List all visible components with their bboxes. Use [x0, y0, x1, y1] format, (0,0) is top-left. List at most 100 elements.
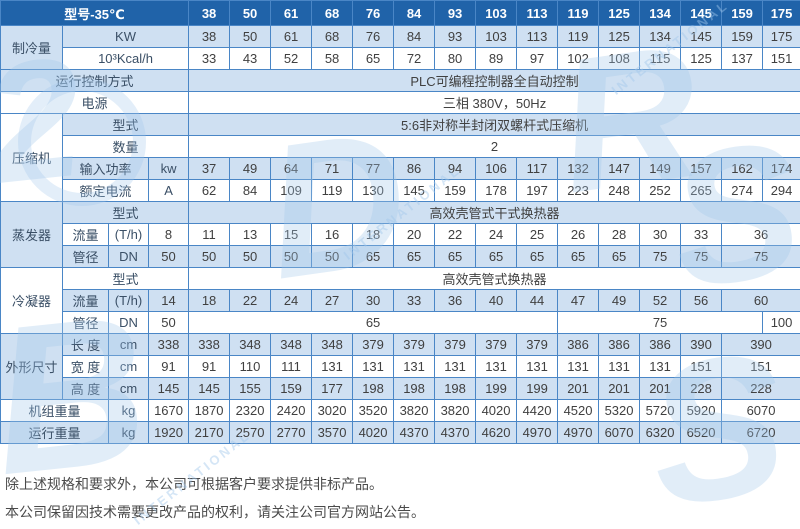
cell: 4020: [475, 399, 518, 422]
row-label-evaporator: 蒸发器: [0, 201, 63, 268]
row-label-condenser-flow: 流量: [62, 289, 109, 312]
cell: 38: [188, 0, 231, 26]
unit-cm-height: cm: [108, 377, 149, 400]
cell: 8: [147, 223, 190, 246]
cell: 131: [393, 355, 436, 378]
cell: 6070: [598, 421, 641, 444]
row-evaporator-pipe: 管径 DN 50 50 50 50 50 65 65 65 65 65 65 65 75 75 75: [1, 245, 800, 268]
cell: 68: [311, 25, 354, 48]
cell: 38: [188, 25, 231, 48]
cell: 91: [147, 355, 190, 378]
unit-kg-1: kg: [108, 399, 149, 422]
model-header-row: 型号-35℃ 38 50 61 68 76 84 93 103 113 119 125 134 145 1…: [0, 0, 800, 26]
cell: 65: [475, 245, 518, 268]
cell: 145: [188, 377, 231, 400]
row-label-evaporator-pipe: 管径: [62, 245, 109, 268]
cell: 134: [639, 0, 682, 26]
row-label-cooling-kcal: 10³Kcal/h: [61, 47, 190, 70]
cell: 379: [475, 333, 518, 356]
row-label-evaporator-type: 型式: [61, 201, 190, 224]
row-label-condenser: 冷凝器: [0, 267, 63, 334]
cell: 151: [762, 47, 800, 70]
cell: 119: [557, 25, 600, 48]
row-dim-height: 高 度 cm 145 145 155 159 177 198 198 198 199 199 201…: [1, 377, 800, 400]
cell: 50: [147, 245, 190, 268]
cell: 390: [680, 333, 723, 356]
cell: 102: [557, 47, 600, 70]
cell: 113: [516, 25, 559, 48]
row-label-dimensions: 外形尺寸: [0, 333, 63, 400]
row-condenser-flow: 流量 (T/h) 14 18 22 24 27 30 33 36 40 44 47 49 52 56 60: [1, 289, 800, 312]
cell: 50: [188, 245, 231, 268]
cell: 68: [311, 0, 354, 26]
cell: 61: [270, 25, 313, 48]
cell: 198: [434, 377, 477, 400]
row-condenser-pipe: 管径 DN 50 65 75 100: [1, 311, 800, 334]
cell: 84: [393, 0, 436, 26]
cell: 64: [270, 157, 313, 180]
table-title: 型号-35℃: [0, 0, 190, 26]
cell: 223: [557, 179, 600, 202]
cell: 103: [475, 0, 518, 26]
cell: 131: [639, 355, 682, 378]
cell: 3820: [434, 399, 477, 422]
row-dim-width: 宽 度 cm 91 91 110 111 131 131 131 131 131 131 131 13…: [1, 355, 800, 378]
cell: 25: [516, 223, 559, 246]
cell: 75: [680, 245, 723, 268]
cell: 33: [393, 289, 436, 312]
cell: 65: [352, 47, 395, 70]
row-compressor-qty: 数量 2: [1, 135, 800, 158]
cell: 348: [229, 333, 272, 356]
cell: 43: [229, 47, 272, 70]
cell: 178: [475, 179, 518, 202]
cell: 91: [188, 355, 231, 378]
cell: 3820: [393, 399, 436, 422]
cell: 5920: [680, 399, 723, 422]
cell: 50: [311, 245, 354, 268]
cell: 84: [229, 179, 272, 202]
cell: 115: [639, 47, 682, 70]
cell: 11: [188, 223, 231, 246]
footer-note-1: 除上述规格和要求外，本公司可根据客户要求提供非标产品。: [5, 476, 383, 492]
cell: 131: [311, 355, 354, 378]
cell: 4620: [475, 421, 518, 444]
cell: 201: [557, 377, 600, 400]
cell: 86: [393, 157, 436, 180]
cell: 3520: [352, 399, 395, 422]
row-compressor-input: 输入功率 kw 37 49 64 71 77 86 94 106 117 132 147 149 157…: [1, 157, 800, 180]
cell: 14: [147, 289, 190, 312]
cell: 20: [393, 223, 436, 246]
cell: 379: [516, 333, 559, 356]
cell: 338: [147, 333, 190, 356]
cell: 52: [639, 289, 682, 312]
row-label-condenser-pipe: 管径: [62, 311, 109, 334]
cell: 162: [721, 157, 764, 180]
row-compressor-current: 额定电流 A 62 84 109 119 130 145 159 178 197 223 248 25…: [1, 179, 800, 202]
cell: 18: [188, 289, 231, 312]
cell: 72: [393, 47, 436, 70]
cell: 201: [639, 377, 682, 400]
cell: 75: [721, 245, 800, 268]
row-label-unit-weight: 机组重量: [0, 399, 109, 422]
row-cooling-kw: 制冷量 KW 38 50 61 68 76 84 93 103 113 119 125 134 145 1…: [0, 25, 800, 70]
cell: 56: [680, 289, 723, 312]
cell: 274: [721, 179, 764, 202]
cell: 379: [393, 333, 436, 356]
cell: 5720: [639, 399, 682, 422]
cell: 50: [229, 245, 272, 268]
row-label-dim-length: 长 度: [62, 333, 109, 356]
row-label-condenser-type: 型式: [61, 267, 190, 290]
cell: 76: [352, 25, 395, 48]
spec-table: 型号-35℃ 38 50 61 68 76 84 93 103 113 119 125 134 145 1…: [0, 0, 800, 444]
unit-th-evap: (T/h): [108, 223, 149, 246]
cell: 4520: [557, 399, 600, 422]
cell: 65: [516, 245, 559, 268]
cell: 4370: [434, 421, 477, 444]
cell: 58: [311, 47, 354, 70]
cell: 50: [147, 311, 190, 334]
cell: 125: [598, 0, 641, 26]
cell: 119: [557, 0, 600, 26]
row-compressor-type: 压缩机 型式 5:6非对称半封闭双螺杆式压缩机: [0, 113, 800, 202]
row-cooling-kcal: 10³Kcal/h 33 43 52 58 65 72 80 89 97 102 108 115 125…: [1, 47, 800, 70]
cell: 2420: [270, 399, 313, 422]
